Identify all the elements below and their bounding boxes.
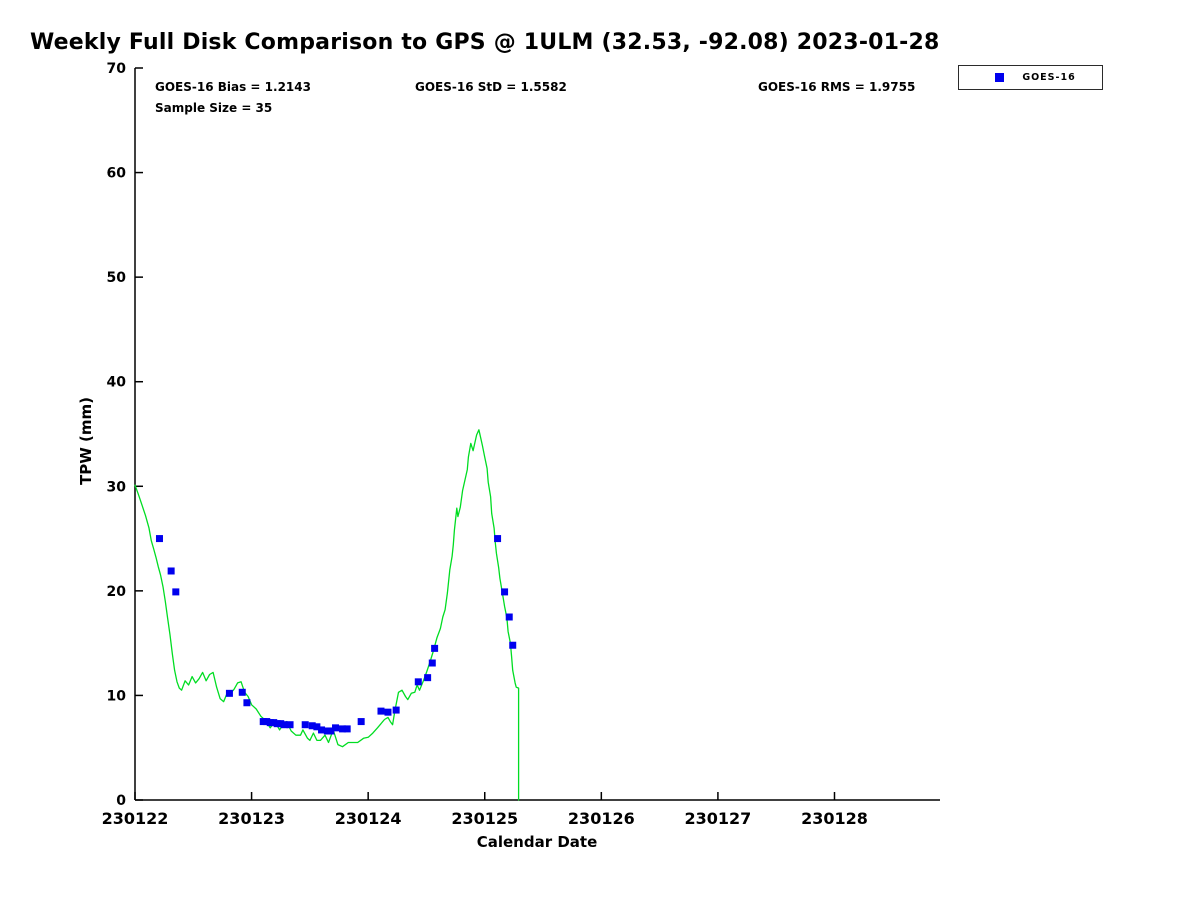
y-tick-label: 10 xyxy=(107,688,127,704)
stat-bias-text: GOES-16 Bias = 1.2143 xyxy=(155,80,311,94)
x-tick-label: 230124 xyxy=(335,809,402,828)
stat-sample-size-text: Sample Size = 35 xyxy=(155,101,273,115)
chart-title: Weekly Full Disk Comparison to GPS @ 1UL… xyxy=(30,30,940,55)
goes16-data-point xyxy=(428,659,436,667)
y-tick-label: 20 xyxy=(107,584,127,600)
legend: GOES-16 xyxy=(958,65,1103,90)
goes16-data-point xyxy=(172,588,180,596)
x-tick-label: 230125 xyxy=(451,809,518,828)
legend-square-marker-icon xyxy=(995,73,1004,82)
x-tick-label: 230127 xyxy=(685,809,752,828)
x-tick-label: 230122 xyxy=(102,809,169,828)
x-tick-label: 230123 xyxy=(218,809,285,828)
goes16-data-point xyxy=(225,689,233,697)
goes16-data-point xyxy=(343,725,351,733)
y-tick-label: 0 xyxy=(116,793,126,809)
goes16-data-point xyxy=(243,699,251,707)
goes16-data-point xyxy=(286,721,294,729)
goes16-data-point xyxy=(313,723,321,731)
stat-rms-text: GOES-16 RMS = 1.9755 xyxy=(758,80,916,94)
x-axis-label: Calendar Date xyxy=(476,833,598,851)
goes16-data-point xyxy=(505,613,513,621)
legend-entry-label: GOES-16 xyxy=(1022,72,1076,83)
y-tick-label: 50 xyxy=(107,270,127,286)
y-tick-label: 70 xyxy=(107,61,127,77)
x-tick-label: 230126 xyxy=(568,809,635,828)
goes16-data-point xyxy=(332,724,340,732)
goes16-data-point xyxy=(414,678,422,686)
goes16-data-point xyxy=(501,588,509,596)
goes16-data-point xyxy=(392,706,400,714)
goes16-data-point xyxy=(384,708,392,716)
gps-tpw-line xyxy=(134,429,520,801)
goes16-data-point xyxy=(167,567,175,575)
goes16-data-point xyxy=(238,688,246,696)
y-tick-label: 40 xyxy=(107,375,127,391)
x-tick-label: 230128 xyxy=(801,809,868,828)
goes16-data-point xyxy=(357,718,365,726)
goes16-data-point xyxy=(280,721,288,729)
goes16-data-point xyxy=(431,644,439,652)
goes16-data-point xyxy=(155,535,163,543)
goes16-data-point xyxy=(339,725,347,733)
goes16-data-point xyxy=(509,641,517,649)
goes16-data-point xyxy=(424,674,432,682)
stat-std-text: GOES-16 StD = 1.5582 xyxy=(415,80,567,94)
goes16-data-point xyxy=(377,707,385,715)
goes16-data-point xyxy=(318,726,326,734)
goes16-data-point xyxy=(327,727,335,735)
goes16-data-point xyxy=(308,722,316,730)
goes16-data-point xyxy=(494,535,502,543)
y-tick-label: 60 xyxy=(107,166,127,182)
goes16-data-point xyxy=(301,721,309,729)
y-tick-label: 30 xyxy=(107,479,127,495)
